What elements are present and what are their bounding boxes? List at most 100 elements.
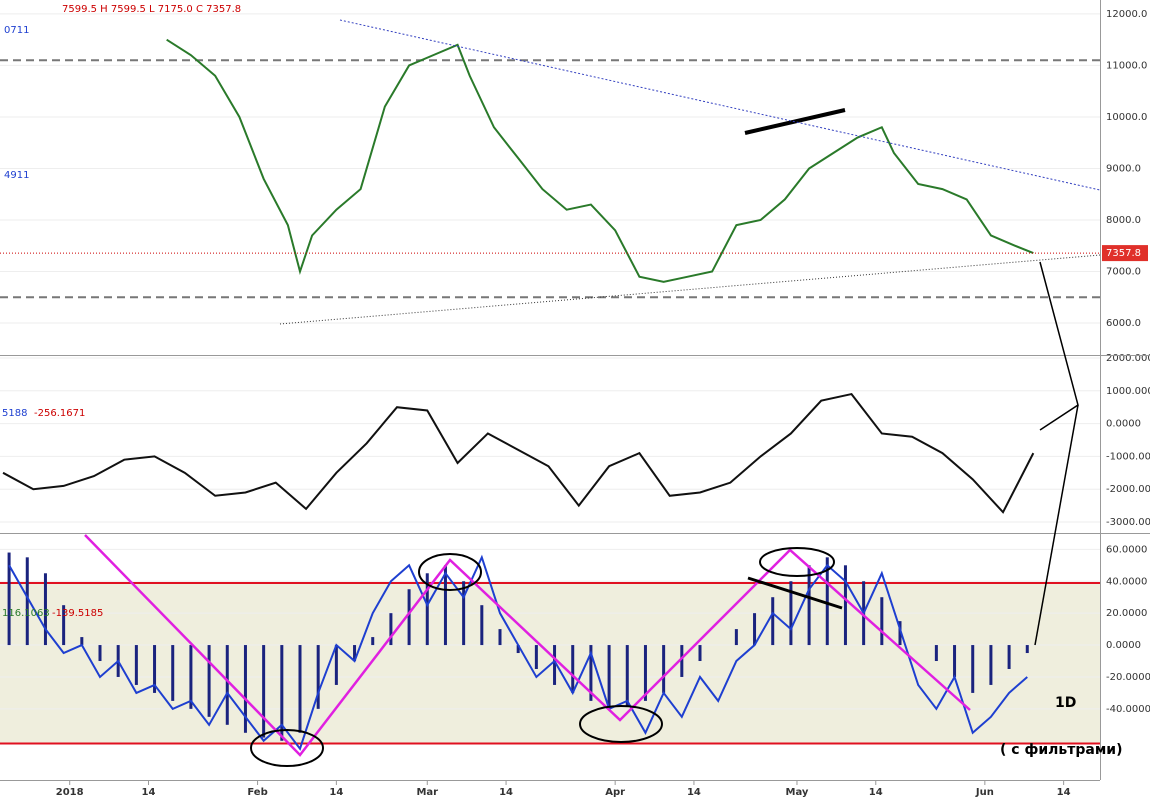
ellipse [250,729,324,767]
y-tick-label: -20.0000 [1106,672,1150,683]
drawings [84,19,1101,767]
histogram-bar [316,645,320,709]
histogram-bar [534,645,538,669]
arrow [1034,404,1079,646]
histogram-bar [80,637,84,646]
histogram-bar [371,637,375,646]
left-label: -256.1671 [34,408,85,419]
histogram-bar [789,581,793,646]
ellipse [759,547,835,577]
histogram-bar [353,645,357,662]
histogram-bar [462,581,466,646]
y-tick-label: 7000.0 [1106,267,1141,278]
histogram-bar [171,645,175,701]
histogram-bar [643,645,647,701]
y-tick-label: 6000.0 [1106,318,1141,329]
histogram-bar [825,557,829,646]
left-label: 4911 [4,170,29,181]
x-tick-label: 14 [869,787,883,798]
x-tick-label: May [786,787,809,798]
histogram-bar [153,645,157,693]
histogram-bar [98,645,102,662]
panel: 6000.0 7000.0 8000.0 9000.0 10000.0 11000.0 12… [0,9,1148,329]
x-tick-label: 14 [687,787,701,798]
histogram-bar [334,645,338,685]
histogram-bar [389,613,393,646]
histogram-bar [934,645,938,662]
histogram-bar [734,629,738,646]
y-tick-label: 1000.0000 [1106,386,1150,397]
histogram-bar [807,565,811,646]
y-tick-label: 20.0000 [1106,608,1147,619]
histogram-bar [553,645,557,685]
y-tick-label: 2000.0000 [1106,353,1150,364]
histogram-bar [662,645,666,693]
histogram-bar [225,645,229,725]
histogram-bar [589,645,593,701]
panel: 2000.0000 1000.0000 0.0000 -1000.0000 -2000.… [0,353,1150,528]
x-tick-label: 2018 [56,787,84,798]
x-tick-label: 14 [329,787,343,798]
y-tick-label: 11000.0 [1106,60,1147,71]
histogram-bar [516,645,520,654]
band [0,583,1100,744]
histogram-bar [880,597,884,646]
histogram-bar [571,645,575,693]
series-line [166,38,1034,283]
histogram-bar [771,597,775,646]
histogram-bar [280,645,284,741]
histogram-bar [971,645,975,693]
histogram-bar [243,645,247,733]
y-tick-label: 12000.0 [1106,9,1147,20]
y-tick-label: 10000.0 [1106,112,1147,123]
timeframe-label: 1D [1055,695,1076,711]
histogram-bar [953,645,957,677]
histogram-bar [1007,645,1011,669]
ellipse [418,553,482,591]
histogram-bar [680,645,684,677]
trend-line [279,254,1101,325]
y-tick-label: -3000.0000 [1106,517,1150,528]
histogram-bar [207,645,211,717]
histogram-bar [898,621,902,646]
left-label: 5188 [2,408,27,419]
histogram-bar [298,645,302,733]
histogram-bar [407,589,411,646]
histogram-bar [134,645,138,685]
left-label: 0711 [4,25,29,36]
y-tick-label: -1000.0000 [1106,451,1150,462]
histogram-bar [62,605,66,646]
histogram-bar [607,645,611,709]
last-price-box [1102,245,1148,262]
x-tick-label: Jun [975,787,994,798]
histogram-bar [7,552,11,646]
trend-zigzag [84,534,971,757]
x-tick-label: 14 [499,787,513,798]
decorations [0,0,1150,781]
ohlc-header: 7599.5 H 7599.5 L 7175.0 C 7357.8 [62,4,241,15]
histogram-bar [498,629,502,646]
ellipse [579,705,663,743]
series-line [2,392,1035,514]
trend-line [744,108,846,135]
histogram-bar [425,573,429,646]
histogram-bar [189,645,193,709]
histogram-bar [443,565,447,646]
y-tick-label: 0.0000 [1106,419,1141,430]
last-price-label: 7357.8 [1106,248,1141,259]
y-tick-label: 0.0000 [1106,640,1141,651]
x-tick-label: 14 [1057,787,1071,798]
histogram-bar [1025,645,1029,654]
histogram-bar [989,645,993,685]
trend-line [747,576,843,610]
x-tick-label: 14 [142,787,156,798]
histogram-bar [843,565,847,646]
x-tick-label: Apr [605,787,625,798]
y-tick-label: 60.0000 [1106,544,1147,555]
x-tick-label: Mar [416,787,438,798]
y-tick-label: -40.0000 [1106,704,1150,715]
x-tick-label: Feb [247,787,267,798]
series-line [8,554,1028,751]
histogram-bar [698,645,702,662]
